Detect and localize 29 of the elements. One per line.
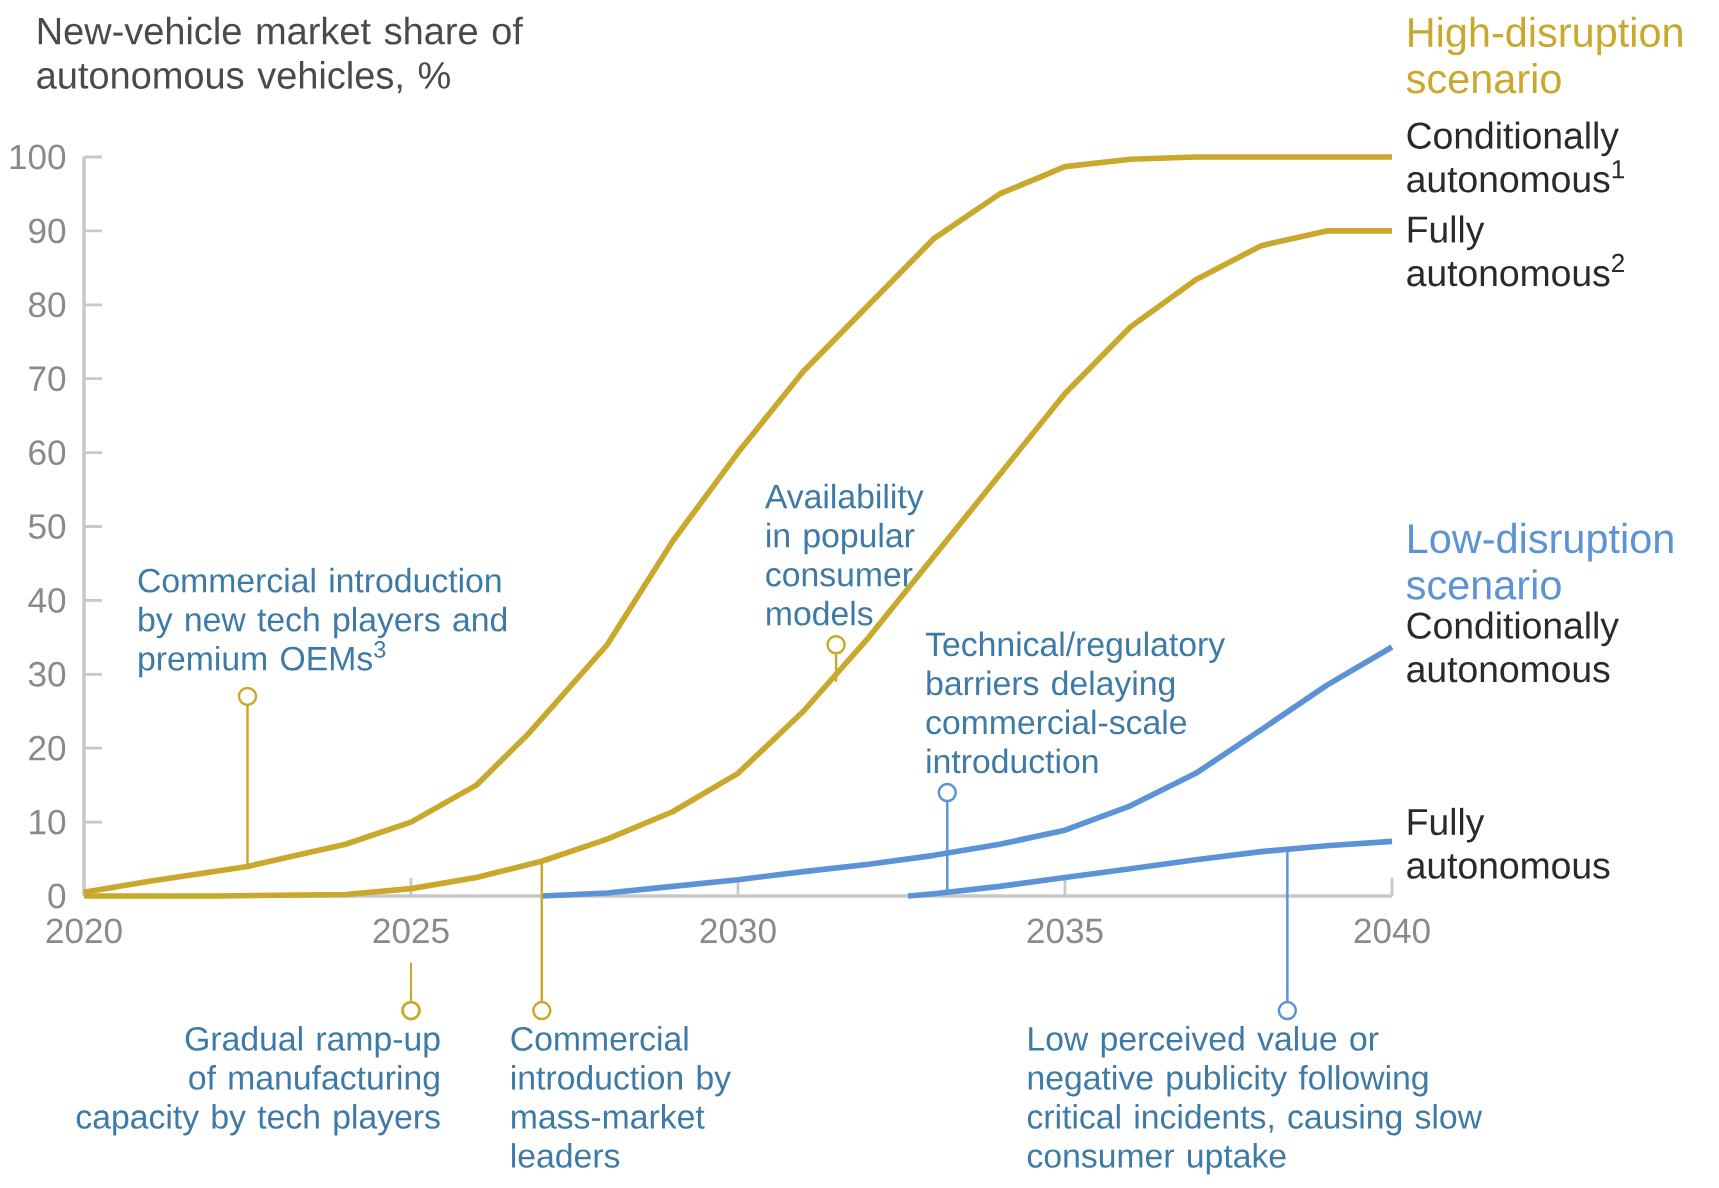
y-tick-label: 30	[28, 661, 66, 687]
y-tick-label: 20	[29, 735, 66, 761]
y-tick-label: 0	[48, 883, 66, 909]
annotation: Commercial introduction by new tech players and premium OEMs$^{3}$	[138, 567, 507, 678]
y-tick-label: 90	[29, 218, 66, 244]
series-label: Conditionally autonomous$^{1}$	[1407, 121, 1624, 193]
series-label: Conditionally autonomous	[1407, 611, 1619, 683]
x-tick-label: 2035	[1027, 918, 1103, 944]
x-tick-label: 2040	[1354, 918, 1430, 944]
x-tick-label: 2020	[46, 918, 122, 944]
annotation: Low perceived value or negative publicity following critical incidents, causing slow consumer uptake	[1027, 1026, 1483, 1175]
annotation: Commercial introduction by mass-market leaders	[511, 1026, 732, 1168]
series-label: Fully autonomous	[1407, 807, 1610, 879]
y-tick-label: 50	[28, 514, 66, 539]
series-label: Fully autonomous$^{2}$	[1407, 215, 1624, 287]
y-tick-label: 70	[29, 366, 66, 392]
text: Low-disruption scenario	[1406, 522, 1673, 600]
annotation: Technical/regulatory barriers delaying commercial-scale introduction	[925, 631, 1226, 774]
annotation: Availability in popular consumer models	[764, 483, 924, 626]
y-tick-label: 40	[28, 587, 66, 613]
y-tick-label: 60	[29, 440, 66, 466]
text: Gradual ramp-up of manufacturing capacity by tech players	[76, 1026, 440, 1136]
y-tick-label: 80	[29, 292, 66, 318]
x-tick-label: 2030	[700, 918, 776, 944]
x-tick-label: 2025	[373, 918, 449, 944]
y-tick-label: 100	[10, 144, 66, 170]
text: High-disruption scenario	[1406, 16, 1682, 94]
chart-title: New-vehicle market share of autonomous vehicles, %	[37, 16, 523, 94]
y-tick-label: 10	[30, 809, 66, 835]
